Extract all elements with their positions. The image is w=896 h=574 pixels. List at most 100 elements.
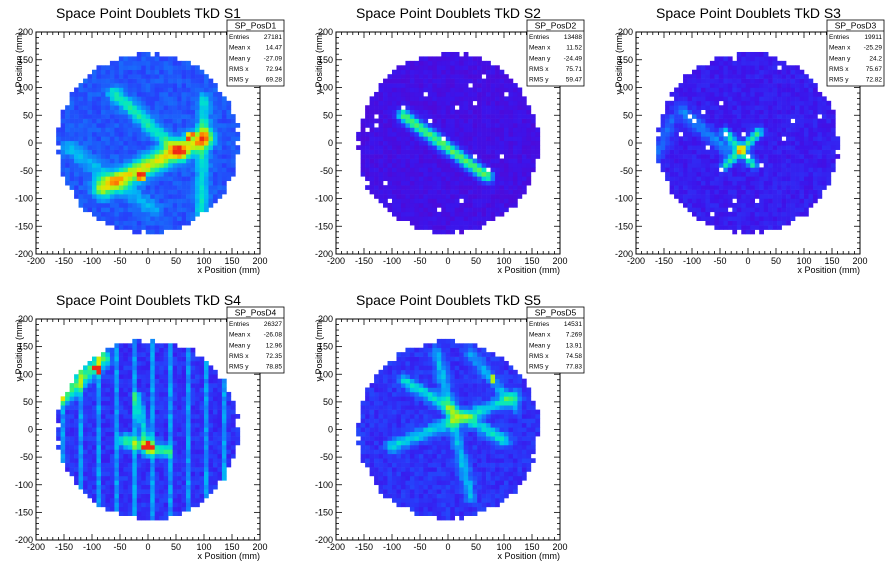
heatmap-cell <box>172 69 178 75</box>
heatmap-cell <box>777 114 782 119</box>
heatmap-cell <box>65 467 70 472</box>
heatmap-cell <box>132 127 138 133</box>
heatmap-cell <box>409 100 415 106</box>
heatmap-cell <box>100 493 106 499</box>
heatmap-cell <box>495 131 500 137</box>
heatmap-cell <box>481 109 487 115</box>
heatmap-cell <box>96 360 102 366</box>
heatmap-cell <box>221 109 227 115</box>
heatmap-cell <box>741 56 747 62</box>
heatmap-cell <box>683 96 688 102</box>
heatmap-cell <box>114 396 120 402</box>
stats-label: Entries <box>229 34 250 41</box>
heatmap-cell <box>365 118 370 124</box>
heatmap-cell <box>123 60 129 66</box>
heatmap-cell <box>768 180 773 186</box>
heatmap-cell <box>472 220 478 226</box>
heatmap-cell <box>468 69 473 75</box>
heatmap-cell <box>123 100 129 106</box>
heatmap-cell <box>177 180 182 186</box>
heatmap-cell <box>486 65 491 71</box>
heatmap-cell <box>190 109 196 115</box>
heatmap-cell <box>78 396 84 402</box>
heatmap-cell <box>777 180 782 186</box>
heatmap-cell <box>154 131 160 137</box>
heatmap-cell <box>418 136 424 142</box>
heatmap-cell <box>750 83 756 88</box>
heatmap-cell <box>396 65 402 71</box>
heatmap-cell <box>136 167 142 173</box>
heatmap-cell <box>692 185 697 190</box>
heatmap-cell <box>468 56 473 62</box>
heatmap-cell <box>100 114 106 119</box>
heatmap-cell <box>700 131 706 137</box>
heatmap-cell <box>387 74 393 79</box>
heatmap-cell <box>127 427 133 433</box>
heatmap-cell <box>387 158 393 164</box>
heatmap-cell <box>136 453 142 459</box>
heatmap-cell <box>172 431 178 437</box>
heatmap-cell <box>804 194 809 199</box>
heatmap-cell <box>195 498 200 503</box>
heatmap-cell <box>687 145 693 150</box>
heatmap-cell <box>418 105 424 110</box>
heatmap-cell <box>423 145 429 150</box>
heatmap-cell <box>396 211 402 217</box>
heatmap-cell <box>812 189 818 195</box>
heatmap-cell <box>741 207 747 213</box>
heatmap-cell <box>217 154 223 159</box>
heatmap-cell <box>450 83 456 88</box>
heatmap-cell <box>772 216 778 221</box>
heatmap-cell <box>786 158 791 164</box>
heatmap-cell <box>763 109 769 115</box>
heatmap-cell <box>360 140 366 146</box>
heatmap-cell <box>374 162 379 168</box>
heatmap-cell <box>383 140 388 146</box>
heatmap-cell <box>190 414 196 419</box>
heatmap-cell <box>92 409 97 415</box>
heatmap-cell <box>204 207 209 213</box>
heatmap-cell <box>154 360 160 366</box>
heatmap-cell <box>365 145 370 150</box>
heatmap-cell <box>195 100 200 106</box>
heatmap-cell <box>177 493 182 499</box>
heatmap-cell <box>177 480 182 486</box>
heatmap-cell <box>423 118 429 124</box>
heatmap-cell <box>56 149 61 155</box>
heatmap-cell <box>100 365 106 371</box>
heatmap-cell <box>195 176 200 182</box>
heatmap-cell <box>692 145 697 150</box>
heatmap-cell <box>87 471 93 477</box>
heatmap-cell <box>186 493 191 499</box>
heatmap-cell <box>763 131 769 137</box>
heatmap-cell <box>195 136 200 142</box>
heatmap-cell <box>105 444 111 450</box>
heatmap-cell <box>490 158 496 164</box>
heatmap-cell <box>723 158 729 164</box>
heatmap-cell <box>786 91 791 97</box>
heatmap-cell <box>87 123 93 128</box>
heatmap-cell <box>405 131 411 137</box>
heatmap-cell <box>217 171 223 177</box>
heatmap-cell <box>360 131 366 137</box>
heatmap-cell <box>96 65 102 71</box>
heatmap-cell <box>145 391 151 397</box>
heatmap-cell <box>177 347 182 353</box>
heatmap-cell <box>696 149 702 155</box>
heatmap-cell <box>127 440 133 446</box>
heatmap-cell <box>745 207 751 213</box>
heatmap-cell <box>723 171 729 177</box>
heatmap-cell <box>481 194 487 199</box>
heatmap-cell <box>763 145 769 150</box>
heatmap-cell <box>718 131 724 137</box>
heatmap-cell <box>745 118 751 124</box>
heatmap-cell <box>795 180 800 186</box>
heatmap-cell <box>718 207 724 213</box>
heatmap-cell <box>499 83 505 88</box>
heatmap-cell <box>136 405 142 410</box>
heatmap-cell <box>777 91 782 97</box>
heatmap-cell <box>159 489 164 494</box>
heatmap-cell <box>714 69 720 75</box>
heatmap-cell <box>127 409 133 415</box>
heatmap-cell <box>495 202 500 208</box>
